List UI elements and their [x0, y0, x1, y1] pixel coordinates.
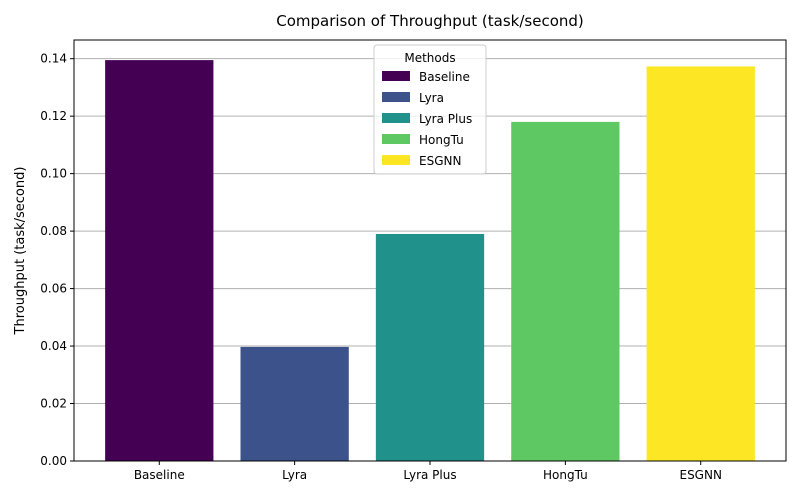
x-tick-labels: Baseline Lyra Lyra Plus HongTu ESGNN	[134, 461, 722, 482]
x-tick-label: Baseline	[134, 468, 185, 482]
y-tick-label: 0.08	[40, 224, 67, 238]
x-tick-label: ESGNN	[679, 468, 721, 482]
bar-lyra	[240, 346, 349, 461]
y-tick-label: 0.12	[40, 109, 67, 123]
legend: Methods Baseline Lyra Lyra Plus HongTu ESGNN	[373, 44, 487, 175]
legend-swatch	[382, 134, 410, 144]
chart-title: Comparison of Throughput (task/second)	[276, 12, 584, 30]
bar-esgnn	[646, 66, 755, 461]
y-axis-title: Throughput (task/second)	[13, 167, 28, 336]
legend-swatch	[382, 113, 410, 123]
y-tick-label: 0.10	[40, 167, 67, 181]
bar-lyra-plus	[375, 233, 485, 461]
y-tick-label: 0.00	[40, 454, 67, 468]
legend-label: Lyra Plus	[419, 112, 472, 126]
legend-title: Methods	[404, 51, 455, 65]
legend-swatch	[382, 71, 410, 81]
legend-label: Lyra	[419, 91, 444, 105]
x-tick-label: HongTu	[543, 468, 588, 482]
y-tick-label: 0.04	[40, 339, 67, 353]
legend-label: Baseline	[419, 70, 470, 84]
legend-label: HongTu	[419, 133, 464, 147]
bar-baseline	[105, 60, 214, 462]
x-tick-label: Lyra	[282, 468, 307, 482]
y-tick-label: 0.02	[40, 397, 67, 411]
legend-label: ESGNN	[419, 154, 461, 168]
legend-swatch	[382, 155, 410, 165]
legend-swatch	[382, 92, 410, 102]
y-tick-labels: 0.00 0.02 0.04 0.06 0.08 0.10 0.12 0.14	[40, 52, 74, 468]
bar-hongtu	[511, 121, 620, 461]
x-tick-label: Lyra Plus	[403, 468, 456, 482]
bars	[105, 60, 755, 462]
y-tick-label: 0.06	[40, 282, 67, 296]
y-tick-label: 0.14	[40, 52, 67, 66]
